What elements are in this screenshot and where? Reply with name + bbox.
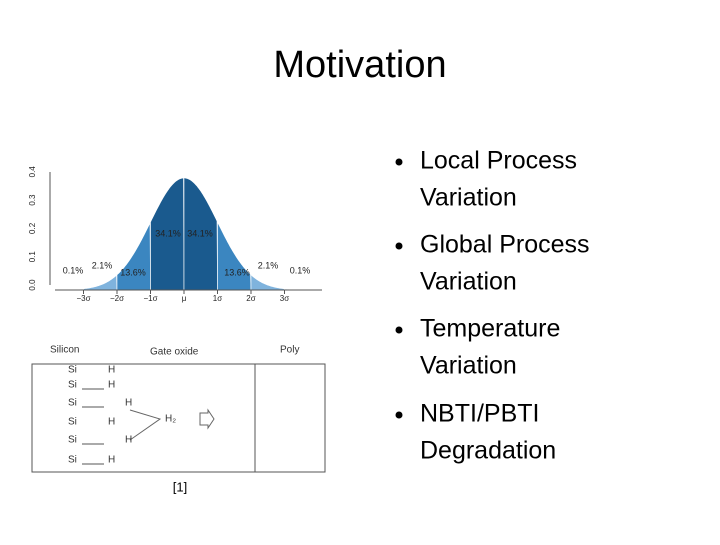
x-label: −1σ xyxy=(143,294,157,303)
x-label: 2σ xyxy=(246,294,255,303)
y-label: 0.1 xyxy=(28,251,37,263)
diffusion-arrow xyxy=(129,408,215,441)
diagram-header: Gate oxide xyxy=(150,347,199,358)
x-label: μ xyxy=(182,294,187,303)
region-label: 2.1% xyxy=(258,260,279,270)
x-label: 3σ xyxy=(280,294,289,303)
bullet-text: NBTI/PBTI xyxy=(420,400,539,428)
bullet-text: Local Process xyxy=(420,147,577,175)
si-atom: Si xyxy=(68,365,77,376)
bullet-text: Degradation xyxy=(420,437,556,465)
bullet-text: Global Process xyxy=(420,231,590,259)
x-label: −2σ xyxy=(110,294,124,303)
y-label: 0.0 xyxy=(28,279,37,291)
normal-curve xyxy=(54,177,322,291)
region-label: 2.1% xyxy=(92,260,113,270)
h-atom: H xyxy=(125,435,132,446)
bullet-dot xyxy=(395,158,403,166)
region-label: 0.1% xyxy=(63,265,84,275)
diagram-header: Poly xyxy=(280,345,299,356)
si-atom: Si xyxy=(68,417,77,428)
bullet-dot xyxy=(395,411,403,419)
region-label: 34.1% xyxy=(187,228,213,238)
bullet-text: Variation xyxy=(420,184,517,212)
h-atom: H xyxy=(108,455,115,466)
bullet-text: Variation xyxy=(420,352,517,380)
bullet-text: Variation xyxy=(420,268,517,296)
si-atom: Si xyxy=(68,455,77,466)
si-atom: Si xyxy=(68,398,77,409)
region-label: 13.6% xyxy=(224,267,250,277)
molecule: H₂ xyxy=(165,414,176,425)
curve-region xyxy=(150,177,185,291)
oxide-box xyxy=(31,363,326,473)
si-atom: Si xyxy=(68,380,77,391)
bullet-dot xyxy=(395,242,403,250)
bullet-dot xyxy=(395,326,403,334)
h-atom: H xyxy=(108,365,115,376)
si-atom: Si xyxy=(68,435,77,446)
bullet-text: Temperature xyxy=(420,315,560,343)
curve-region xyxy=(83,274,118,291)
h-atom: H xyxy=(108,380,115,391)
slide-title: Motivation xyxy=(273,44,446,86)
x-label: 1σ xyxy=(213,294,222,303)
x-label: −3σ xyxy=(76,294,90,303)
curve-region xyxy=(116,222,151,291)
curve-region xyxy=(250,274,285,291)
y-label: 0.4 xyxy=(28,166,37,178)
h-atom: H xyxy=(125,398,132,409)
h-atom: H xyxy=(108,417,115,428)
curve-region xyxy=(183,177,218,291)
diagram-header: Silicon xyxy=(50,345,79,356)
y-label: 0.3 xyxy=(28,194,37,206)
region-label: 0.1% xyxy=(290,265,311,275)
region-label: 34.1% xyxy=(155,228,181,238)
y-label: 0.2 xyxy=(28,222,37,234)
citation: [1] xyxy=(173,479,187,494)
region-label: 13.6% xyxy=(120,267,146,277)
curve-region xyxy=(217,221,252,291)
